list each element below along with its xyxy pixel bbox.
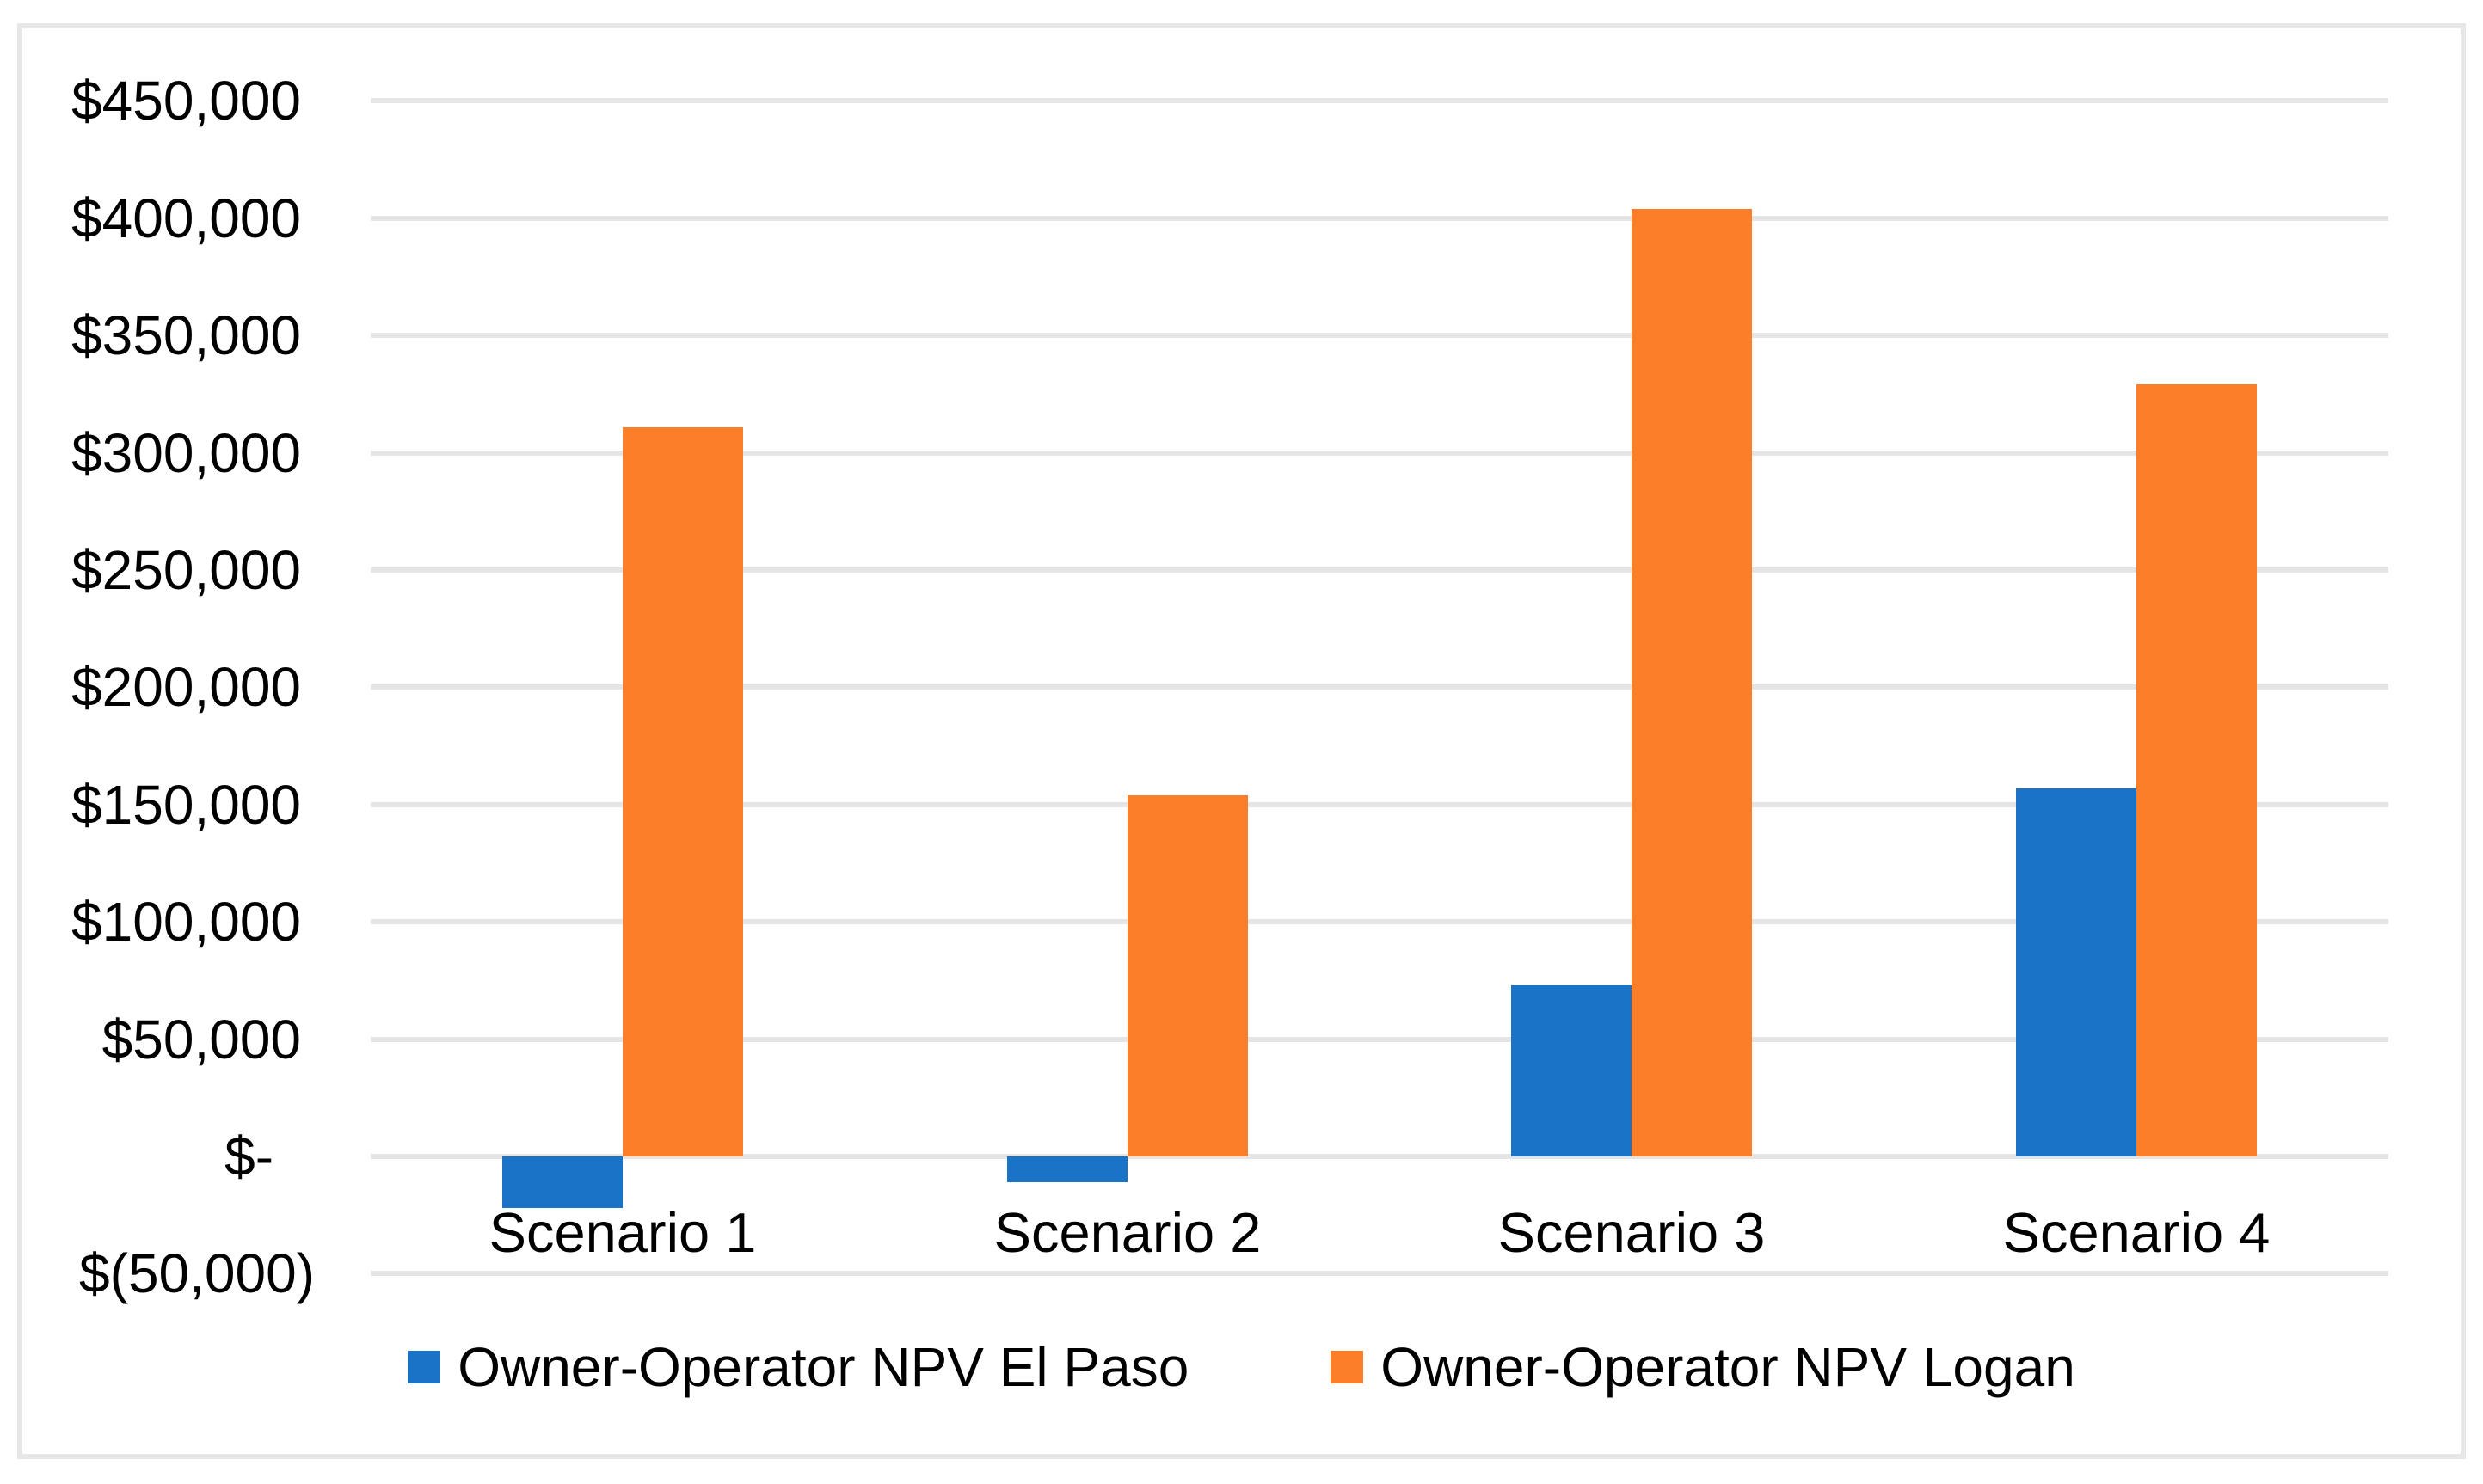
chart-frame [17, 23, 2466, 1459]
y-axis-tick-label: $350,000 [71, 304, 301, 366]
y-axis-tick-label: $150,000 [71, 774, 301, 836]
y-axis-tick-label: $450,000 [71, 70, 301, 132]
legend-swatch-icon [1331, 1351, 1364, 1383]
bar-logan-scenario-2 [1128, 795, 1248, 1156]
bar-el-paso-scenario-2 [1007, 1156, 1128, 1182]
legend-item: Owner-Operator NPV El Paso [408, 1334, 1189, 1400]
legend-label: Owner-Operator NPV Logan [1380, 1336, 2075, 1398]
gridline [371, 451, 2388, 456]
gridline [371, 802, 2388, 807]
gridline [371, 1037, 2388, 1042]
gridline [371, 919, 2388, 924]
y-axis-tick-label: $250,000 [71, 539, 301, 601]
bar-el-paso-scenario-1 [502, 1156, 623, 1208]
gridline [371, 1271, 2388, 1276]
bar-logan-scenario-1 [623, 427, 743, 1156]
x-axis-category-label: Scenario 4 [2002, 1201, 2271, 1264]
y-axis-tick-label: $100,000 [71, 891, 301, 953]
y-axis-tick-label: $300,000 [71, 422, 301, 484]
x-axis-category-label: Scenario 2 [993, 1201, 1262, 1264]
gridline [371, 333, 2388, 338]
gridline [371, 216, 2388, 221]
y-axis-tick-label: $400,000 [71, 187, 301, 249]
legend: Owner-Operator NPV El Paso Owner-Operator… [0, 1328, 2483, 1406]
gridline [371, 1154, 2388, 1159]
bar-el-paso-scenario-3 [1511, 985, 1632, 1156]
legend-label: Owner-Operator NPV El Paso [458, 1336, 1189, 1398]
y-axis-tick-label: $50,000 [101, 1009, 301, 1070]
x-axis-category-label: Scenario 3 [1497, 1201, 1766, 1264]
gridline [371, 684, 2388, 690]
gridline [371, 567, 2388, 573]
gridline [371, 98, 2388, 103]
x-axis-category-label: Scenario 1 [489, 1201, 757, 1264]
bar-el-paso-scenario-4 [2016, 788, 2136, 1156]
bar-logan-scenario-4 [2136, 384, 2257, 1156]
legend-swatch-icon [408, 1351, 441, 1383]
legend-item: Owner-Operator NPV Logan [1331, 1334, 2075, 1400]
bar-logan-scenario-3 [1632, 209, 1752, 1156]
y-axis-tick-label: $(50,000) [79, 1242, 315, 1304]
y-axis-tick-label: $200,000 [71, 656, 301, 718]
y-axis-tick-label: $- [224, 1125, 273, 1187]
